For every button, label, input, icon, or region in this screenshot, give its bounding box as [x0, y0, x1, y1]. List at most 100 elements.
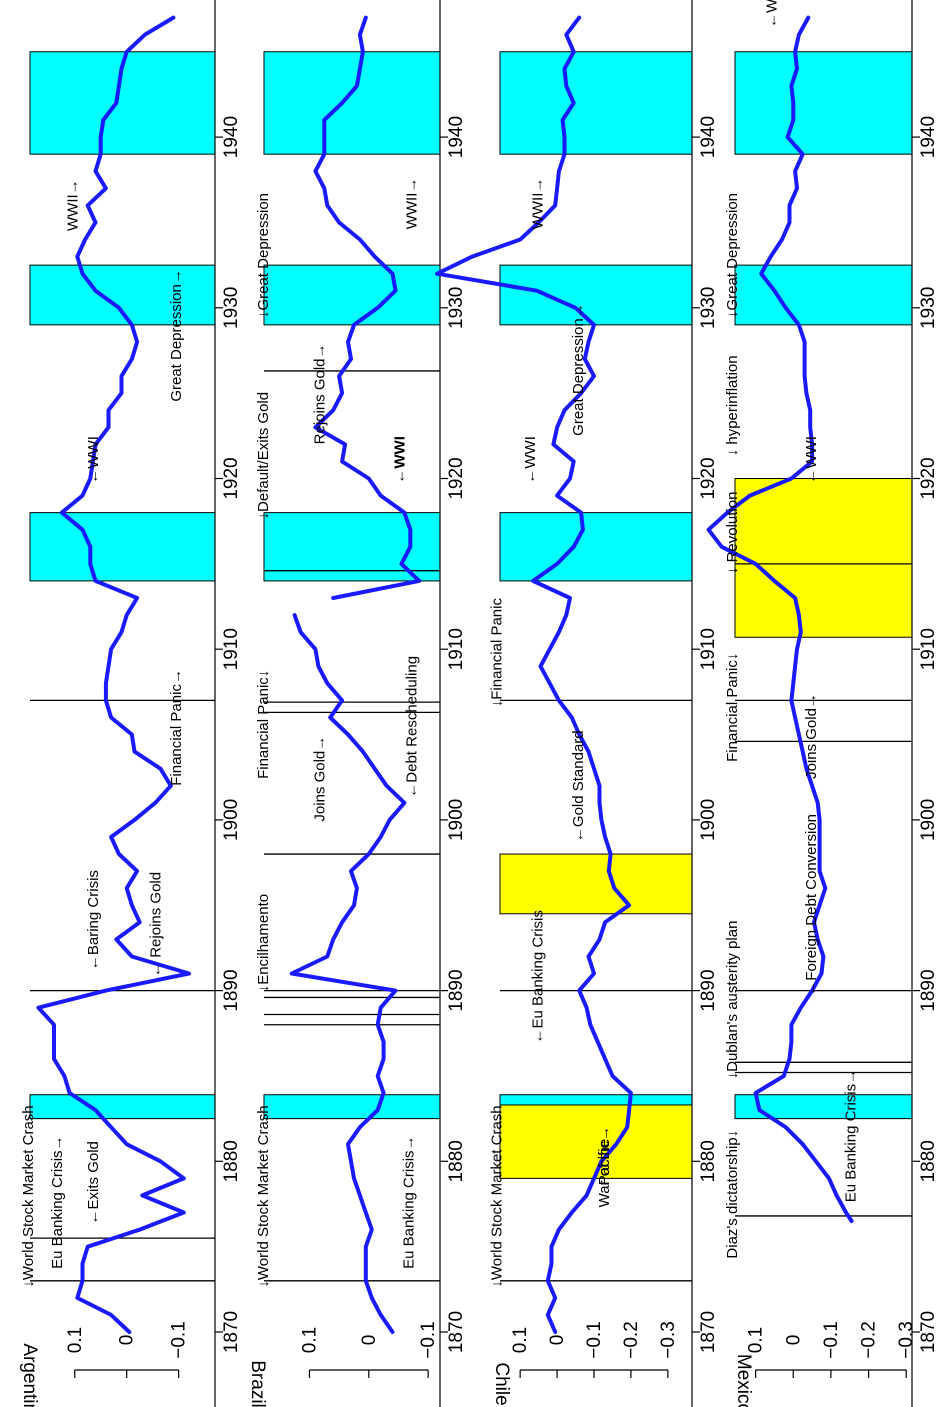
y-tick-label: 0.1	[746, 1327, 767, 1353]
annotation: Rejoins Gold→	[311, 343, 328, 444]
annotation: War of the	[596, 1139, 613, 1208]
x-tick-label: 1880	[918, 1140, 937, 1182]
annotation: Joins Gold→	[803, 693, 820, 779]
annotation: ←WWI	[803, 436, 820, 483]
shaded-region	[734, 1094, 913, 1120]
shaded-region	[734, 478, 913, 638]
x-tick-label: 1940	[698, 116, 719, 158]
x-tick-label: 1930	[221, 287, 242, 329]
y-tick-label: −0.3	[658, 1321, 679, 1359]
annotation: ← Rejoins Gold	[147, 872, 164, 977]
annotation: ←Foreign Debt Conversion	[803, 814, 820, 996]
annotation: ↓World Stock Market Crash	[255, 1105, 272, 1287]
x-tick-label: 1920	[918, 457, 937, 499]
y-tick-label: −0.1	[584, 1321, 605, 1359]
panel-argentina: 1870 1880 1890 1900 1910 1920 1930 1940 0.1 0 −0.1…	[19, 0, 242, 1407]
panel-mexico: 1870 1880 1890 1900 1910 1920 1930 1940 0.1 0 −0.1…	[706, 0, 937, 1407]
x-tick-label: 1870	[698, 1311, 719, 1353]
x-tick-label: 1890	[698, 969, 719, 1011]
y-tick-label: 0	[547, 1335, 568, 1346]
x-tick-label: 1880	[446, 1140, 467, 1182]
y-tick-label: 0.1	[510, 1327, 531, 1353]
x-tick-label: 1880	[221, 1140, 242, 1182]
annotation: ←Exits Gold	[85, 1141, 102, 1224]
y-tick-label: 0	[117, 1335, 138, 1346]
shaded-region	[499, 853, 693, 915]
annotation: ←Eu Banking Crisis	[529, 910, 546, 1043]
y-tick-label: −0.1	[418, 1321, 439, 1359]
annotation: Pacific→	[596, 1126, 613, 1185]
x-tick-label: 1910	[918, 628, 937, 670]
x-tick-label: 1940	[446, 116, 467, 158]
x-tick-label: 1870	[221, 1311, 242, 1353]
series-line	[36, 15, 191, 1334]
x-tick-label: 1890	[446, 969, 467, 1011]
annotation: ↓Great Depression	[724, 193, 741, 318]
x-tick-label: 1890	[918, 969, 937, 1011]
y-tick-label: −0.2	[621, 1321, 642, 1359]
x-tick-label: 1940	[918, 116, 937, 158]
annotation: Financial Panic↓	[724, 653, 741, 762]
y-tick-label: 0.1	[65, 1327, 86, 1353]
series-line	[313, 15, 422, 600]
y-tick-label: 0.1	[299, 1327, 320, 1353]
y-tick-label: −0.1	[821, 1321, 842, 1359]
annotation: Great Depression→	[168, 269, 185, 402]
x-tick-label: 1900	[221, 799, 242, 841]
x-tick-label: 1890	[221, 969, 242, 1011]
annotation: Financial Panic↓	[255, 670, 272, 779]
annotation: ←WWI	[85, 436, 102, 483]
y-tick-label: −0.1	[169, 1321, 190, 1359]
shaded-region	[499, 51, 693, 155]
annotation: ←Debt Rescheduling	[403, 656, 420, 798]
annotation: ↓Great Depression	[255, 193, 272, 318]
annotation: ↓Encilhamento	[255, 894, 272, 992]
y-tick-label: −0.3	[896, 1321, 917, 1359]
x-tick-label: 1920	[698, 457, 719, 499]
annotation: WWII→	[529, 178, 546, 230]
shaded-region	[499, 264, 693, 326]
series-line	[289, 613, 407, 1334]
x-tick-label: 1900	[446, 799, 467, 841]
shaded-region	[29, 512, 216, 582]
annotation: Great Depression→	[570, 303, 587, 436]
annotation: ←Baring Crisis	[85, 870, 102, 970]
x-tick-label: 1930	[918, 287, 937, 329]
x-tick-label: 1880	[698, 1140, 719, 1182]
series-line	[435, 15, 633, 1334]
x-tick-label: 1870	[918, 1311, 937, 1353]
y-axis-label: Mexico	[733, 1354, 754, 1407]
shaded-region	[263, 264, 441, 326]
shaded-region	[263, 51, 441, 155]
annotation: ↓World Stock Market Crash	[20, 1105, 37, 1287]
x-tick-label: 1900	[698, 799, 719, 841]
annotation: ↓Dublan's austerity plan	[724, 921, 741, 1080]
annotation: ↓Default/Exits Gold	[255, 392, 272, 520]
annotation: ↓ hyperinflation	[724, 355, 741, 456]
y-tick-label: −0.2	[859, 1321, 880, 1359]
annotation: Diaz's dictatorship↓	[724, 1130, 741, 1259]
y-tick-label: 0	[783, 1335, 804, 1346]
series-line	[706, 15, 854, 1223]
x-tick-label: 1900	[918, 799, 937, 841]
annotation: ←Gold Standard	[570, 730, 587, 842]
annotation: Financial Panic→	[168, 669, 185, 786]
shaded-region	[734, 51, 913, 155]
shaded-region	[29, 264, 216, 326]
annotation: Eu Banking Crisis→	[400, 1135, 417, 1268]
annotation: WWII→	[64, 179, 81, 231]
annotation: ↓Financial Panic	[489, 598, 506, 708]
annotation: Eu Banking Crisis→	[842, 1069, 859, 1202]
y-axis-label: Brazil	[247, 1360, 268, 1407]
annotation: Joins Gold→	[311, 736, 328, 822]
y-axis-label: Argentina	[19, 1343, 40, 1407]
shaded-region	[499, 512, 693, 582]
x-tick-label: 1940	[221, 116, 242, 158]
panel-brazil: 1870 1880 1890 1900 1910 1920 1930 1940 0.1 0 −0.1…	[247, 0, 467, 1407]
x-tick-label: 1870	[446, 1311, 467, 1353]
x-tick-label: 1920	[446, 457, 467, 499]
x-tick-label: 1910	[446, 628, 467, 670]
shaded-region	[263, 1094, 441, 1120]
annotation: ←WWI	[522, 436, 539, 483]
